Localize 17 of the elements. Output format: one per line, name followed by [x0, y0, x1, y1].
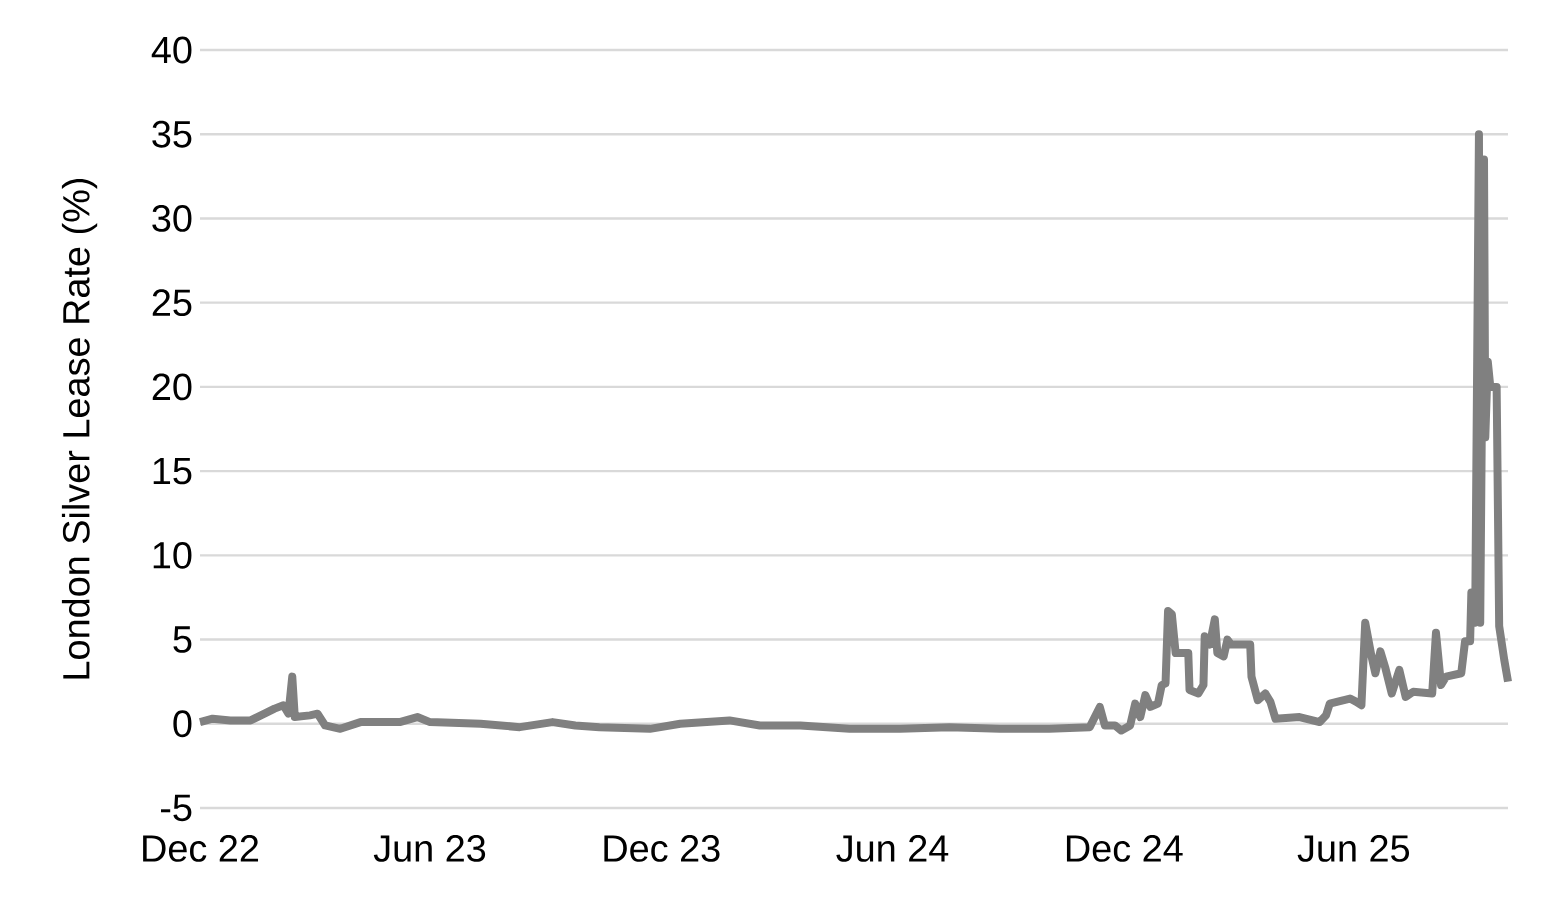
x-tick-label: Jun 24 [836, 835, 949, 862]
x-tick-label: Dec 23 [604, 835, 720, 862]
x-tick-label: Dec 24 [1066, 835, 1183, 862]
y-tick-label: 0 [173, 710, 192, 738]
y-tick-label: 20 [152, 373, 192, 401]
y-tick-label: 5 [173, 626, 192, 653]
y-tick-label: 35 [152, 120, 192, 148]
x-tick-label: Jun 25 [1297, 835, 1410, 862]
y-tick-label: 25 [152, 289, 192, 317]
y-axis-title: London Silver Lease Rate (%) [61, 178, 98, 679]
y-tick-label: 15 [153, 457, 192, 485]
x-tick-label: Jun 23 [373, 835, 486, 862]
y-tick-label: 10 [153, 541, 192, 569]
y-tick-label: 40 [151, 36, 192, 64]
y-tick-label: -5 [160, 794, 192, 822]
y-tick-label: 30 [152, 205, 192, 232]
x-tick-label: Dec 22 [143, 835, 259, 862]
